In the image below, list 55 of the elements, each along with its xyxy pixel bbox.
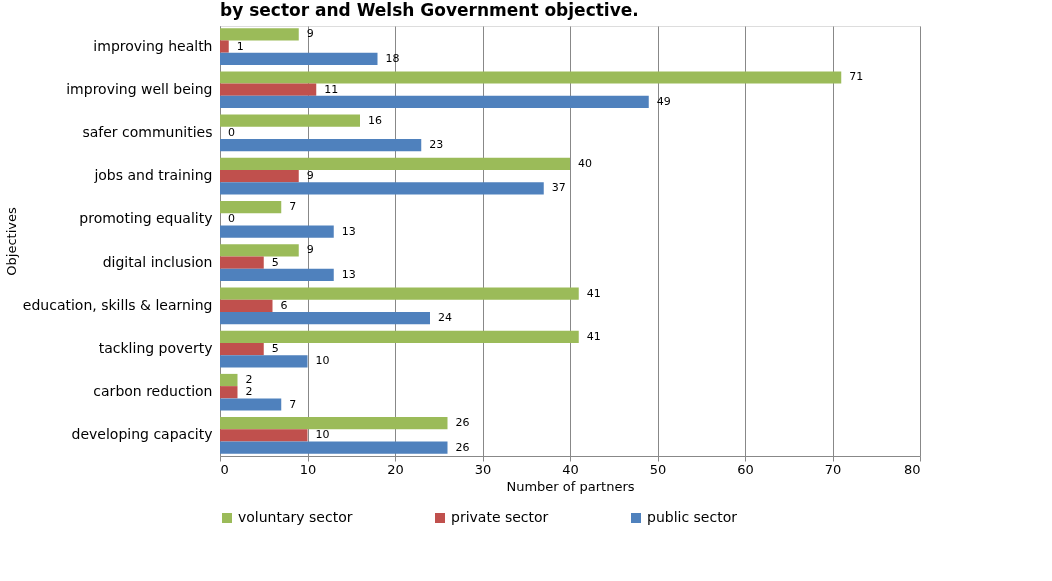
data-label: 49 bbox=[656, 94, 671, 108]
x-tick-label: 50 bbox=[649, 461, 667, 477]
x-tick-label: 10 bbox=[299, 461, 317, 477]
x-tick-label: 60 bbox=[737, 461, 754, 477]
x-tick-label: 40 bbox=[562, 461, 579, 477]
data-label: 9 bbox=[306, 169, 314, 183]
y-tick-label: jobs and training bbox=[93, 167, 213, 184]
data-label: 37 bbox=[551, 181, 566, 195]
legend-label: public sector bbox=[647, 509, 738, 525]
data-label: 40 bbox=[578, 156, 592, 170]
x-tick-label: 20 bbox=[387, 461, 404, 477]
data-label: 26 bbox=[455, 440, 470, 454]
data-label: 9 bbox=[306, 243, 314, 257]
y-tick-label: carbon reduction bbox=[93, 383, 213, 400]
legend-label: voluntary sector bbox=[238, 509, 353, 525]
data-label: 0 bbox=[228, 212, 235, 226]
data-label: 41 bbox=[586, 286, 601, 300]
data-label: 5 bbox=[271, 342, 279, 356]
data-label: 71 bbox=[849, 70, 864, 84]
y-tick-label: education, skills & learning bbox=[22, 296, 213, 313]
y-tick-label: developing capacity bbox=[71, 426, 213, 443]
x-tick-label: 30 bbox=[474, 461, 492, 477]
x-axis-title: Number of partners bbox=[506, 478, 635, 494]
data-label: 18 bbox=[385, 51, 400, 65]
data-label: 24 bbox=[438, 311, 452, 325]
data-label: 7 bbox=[289, 397, 297, 411]
x-tick-label: 80 bbox=[903, 461, 921, 477]
data-label: 1 bbox=[236, 39, 244, 53]
y-tick-label: tackling poverty bbox=[98, 340, 213, 357]
data-label: 6 bbox=[280, 298, 288, 312]
data-label: 7 bbox=[289, 200, 297, 214]
y-tick-label: promoting equality bbox=[79, 210, 213, 227]
data-label: 13 bbox=[341, 267, 356, 281]
data-label: 23 bbox=[429, 138, 444, 152]
y-tick-label: digital inclusion bbox=[102, 253, 213, 270]
data-label: 11 bbox=[324, 82, 339, 96]
data-label: 16 bbox=[368, 113, 382, 127]
y-axis-title: Objectives bbox=[3, 207, 19, 276]
data-label: 10 bbox=[315, 354, 330, 368]
y-tick-label: safer communities bbox=[82, 123, 213, 140]
x-tick-label: 0 bbox=[220, 461, 229, 477]
data-label: 10 bbox=[315, 428, 330, 442]
data-label: 0 bbox=[228, 125, 235, 139]
chart-title: by sector and Welsh Government objective. bbox=[220, 0, 639, 20]
data-label: 13 bbox=[341, 224, 356, 238]
data-label: 5 bbox=[271, 255, 279, 269]
data-label: 41 bbox=[586, 329, 601, 343]
data-label: 2 bbox=[245, 385, 253, 399]
y-tick-label: improving health bbox=[93, 37, 213, 54]
legend-label: private sector bbox=[451, 509, 549, 525]
data-label: 2 bbox=[245, 373, 253, 387]
x-tick-label: 70 bbox=[824, 461, 842, 477]
y-tick-label: improving well being bbox=[66, 80, 213, 97]
data-label: 9 bbox=[306, 27, 314, 41]
data-label: 26 bbox=[455, 416, 470, 430]
